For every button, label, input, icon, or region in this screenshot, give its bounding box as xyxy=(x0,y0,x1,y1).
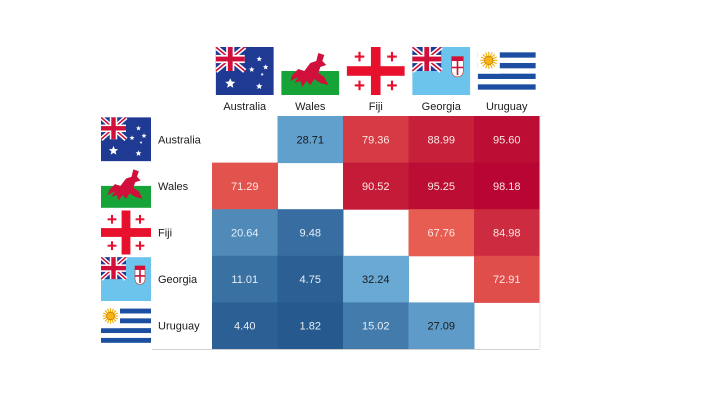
cell-value-label: 27.09 xyxy=(427,321,455,333)
cell-value-label: 20.64 xyxy=(231,228,259,240)
cell-value-label: 67.76 xyxy=(427,228,455,240)
heatmap-cell xyxy=(212,209,278,257)
heatmap-cell xyxy=(277,116,344,164)
australia-flag-icon-col-0 xyxy=(215,47,274,95)
cell-value-label: 15.02 xyxy=(362,321,390,333)
heatmap-cell xyxy=(408,162,475,210)
cell-value-label: 4.75 xyxy=(300,274,321,286)
cell-value-label: 84.98 xyxy=(493,228,521,240)
heatmap-cell xyxy=(474,116,540,164)
wales-flag-icon-col-1 xyxy=(281,47,340,95)
row-label: Fiji xyxy=(158,228,172,240)
cell-value-label: 4.40 xyxy=(234,321,255,333)
cell-value-label: 79.36 xyxy=(362,134,390,146)
column-labels: Australia Wales Fiji Georgia Uruguay xyxy=(223,101,528,113)
uruguay-flag-icon-row-4 xyxy=(101,303,151,348)
column-flags xyxy=(215,47,536,95)
cell-value-label: 88.99 xyxy=(427,134,455,146)
row-labels: Australia Wales Fiji Georgia Uruguay xyxy=(158,134,202,332)
row-flags xyxy=(101,117,151,348)
heatmap-cell xyxy=(343,255,409,303)
heatmap-cell xyxy=(474,255,540,303)
heatmap-cell xyxy=(277,302,344,350)
column-label: Georgia xyxy=(422,101,462,113)
row-label: Wales xyxy=(158,181,189,193)
heatmap-cell xyxy=(343,162,409,210)
heatmap-cell xyxy=(408,116,475,164)
heatmap-cells xyxy=(212,116,540,350)
cell-value-label: 95.25 xyxy=(427,181,455,193)
heatmap-cell xyxy=(343,302,409,350)
heatmap-cell xyxy=(212,255,278,303)
australia-flag-icon-row-0 xyxy=(101,117,151,162)
row-label: Uruguay xyxy=(158,321,200,333)
column-label: Wales xyxy=(295,101,326,113)
fiji-flag-icon-col-2 xyxy=(346,47,405,95)
row-label: Australia xyxy=(158,134,202,146)
uruguay-flag-icon-col-4 xyxy=(477,47,536,95)
column-label: Australia xyxy=(223,101,267,113)
georgia-flag-icon-col-3 xyxy=(412,47,471,95)
column-label: Uruguay xyxy=(486,101,528,113)
cell-value-label: 71.29 xyxy=(231,181,259,193)
cell-value-label: 11.01 xyxy=(231,274,258,286)
cell-value-label: 90.52 xyxy=(362,181,390,193)
cell-value-label: 98.18 xyxy=(493,181,521,193)
cell-value-label: 32.24 xyxy=(362,274,390,286)
heatmap-cell xyxy=(277,209,344,257)
heatmap-cell xyxy=(474,162,540,210)
heatmap-cell xyxy=(212,302,278,350)
cell-value-label: 72.91 xyxy=(493,274,521,286)
heatmap-frame xyxy=(152,116,541,350)
heatmap-cell xyxy=(277,255,344,303)
heatmap-cell xyxy=(408,209,475,257)
wales-flag-icon-row-1 xyxy=(101,163,151,208)
cell-value-label: 1.82 xyxy=(300,321,321,333)
heatmap-cell xyxy=(474,209,540,257)
heatmap-cell xyxy=(343,116,409,164)
heatmap-cell xyxy=(408,302,475,350)
heatmap-cell-labels: 28.71 79.36 88.99 95.60 71.29 90.52 95.25 98.18… xyxy=(231,134,521,332)
cell-value-label: 9.48 xyxy=(300,228,321,240)
heatmap-cell xyxy=(212,162,278,210)
column-label: Fiji xyxy=(369,101,383,113)
fiji-flag-icon-row-2 xyxy=(101,210,151,255)
row-label: Georgia xyxy=(158,274,198,286)
georgia-flag-icon-row-3 xyxy=(101,257,151,302)
cell-value-label: 95.60 xyxy=(493,134,521,146)
cell-value-label: 28.71 xyxy=(296,134,324,146)
